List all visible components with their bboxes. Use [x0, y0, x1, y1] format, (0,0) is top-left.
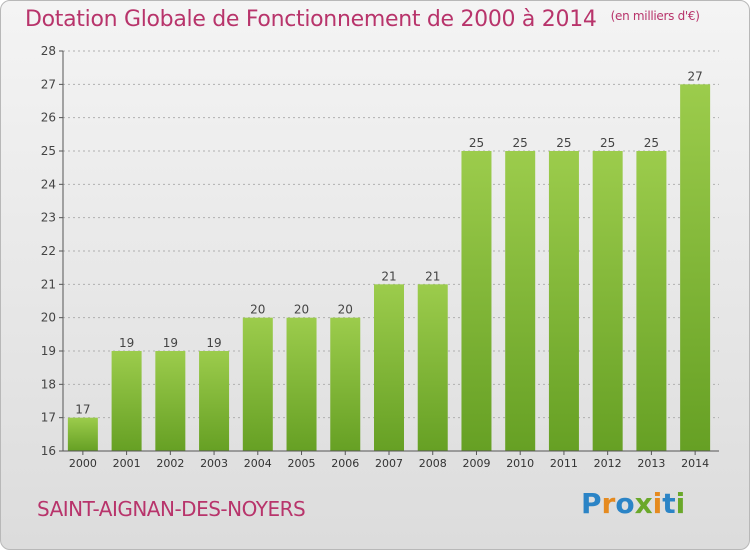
commune-name: SAINT-AIGNAN-DES-NOYERS [37, 497, 306, 521]
y-tick-label: 19 [41, 344, 56, 358]
axes-layer: 16 17 18 19 20 21 22 23 24 25 26 27 28 2000 2001 2002 20… [41, 44, 719, 470]
bar [505, 151, 536, 451]
x-tick-label: 2003 [200, 457, 228, 470]
data-label: 17 [75, 403, 90, 417]
data-label: 19 [119, 336, 134, 350]
data-label: 25 [644, 136, 659, 150]
bar [374, 284, 404, 451]
x-tick-label: 2005 [288, 457, 316, 470]
x-tick-label: 2010 [506, 457, 534, 470]
bar [199, 351, 230, 451]
bar [592, 151, 623, 451]
logo-letter: t [662, 487, 676, 520]
data-label: 20 [294, 303, 309, 317]
logo-letter: i [652, 487, 663, 520]
y-tick-label: 28 [41, 44, 56, 58]
bar [286, 317, 317, 451]
data-label: 21 [425, 269, 440, 283]
x-tick-label: 2000 [69, 457, 97, 470]
x-tick-label: 2002 [156, 457, 184, 470]
data-label: 19 [206, 336, 221, 350]
logo-letter: x [634, 487, 653, 520]
bar [548, 151, 579, 451]
logo-letter: o [615, 487, 635, 520]
x-tick-label: 2001 [113, 457, 141, 470]
chart-title: Dotation Globale de Fonctionnement de 20… [25, 7, 700, 32]
x-tick-label: 2006 [331, 457, 359, 470]
x-tick-label: 2012 [594, 457, 622, 470]
bar [242, 317, 273, 451]
data-label: 20 [338, 303, 353, 317]
bar [67, 417, 98, 451]
logo-letter: i [675, 487, 686, 520]
x-tick-label: 2014 [681, 457, 709, 470]
y-tick-label: 17 [41, 411, 56, 425]
logo-letter: r [601, 487, 616, 520]
data-label: 20 [250, 303, 265, 317]
x-tick-label: 2004 [244, 457, 272, 470]
x-tick-label: 2013 [637, 457, 665, 470]
bar [680, 84, 711, 451]
y-tick-label: 27 [41, 77, 56, 91]
logo-letter: P [581, 487, 602, 520]
y-tick-label: 16 [41, 444, 56, 458]
y-tick-label: 18 [41, 377, 56, 391]
data-label: 21 [381, 269, 396, 283]
data-label: 25 [469, 136, 484, 150]
data-label: 27 [687, 69, 702, 83]
bar [417, 284, 448, 451]
bars-layer: 17 19 19 19 20 20 20 21 21 25 25 25 25 25 27 [67, 69, 711, 451]
x-tick-label: 2007 [375, 457, 403, 470]
y-tick-label: 26 [41, 111, 56, 125]
data-label: 25 [556, 136, 571, 150]
bar [636, 151, 667, 451]
x-tick-label: 2008 [419, 457, 447, 470]
data-label: 25 [513, 136, 528, 150]
title-text: Dotation Globale de Fonctionnement de 20… [25, 7, 597, 32]
y-tick-label: 22 [41, 244, 56, 258]
y-tick-label: 25 [41, 144, 56, 158]
data-label: 25 [600, 136, 615, 150]
bar [155, 351, 186, 451]
y-tick-label: 24 [41, 177, 56, 191]
bar [330, 317, 361, 451]
data-label: 19 [163, 336, 178, 350]
y-tick-label: 23 [41, 211, 56, 225]
bar [111, 351, 142, 451]
unit-label: (en milliers d'€) [610, 9, 700, 23]
y-tick-label: 21 [41, 277, 56, 291]
y-tick-label: 20 [41, 311, 56, 325]
proxiti-logo: Proxiti [581, 487, 685, 520]
x-tick-label: 2009 [462, 457, 490, 470]
bar [461, 151, 492, 451]
x-tick-label: 2011 [550, 457, 578, 470]
